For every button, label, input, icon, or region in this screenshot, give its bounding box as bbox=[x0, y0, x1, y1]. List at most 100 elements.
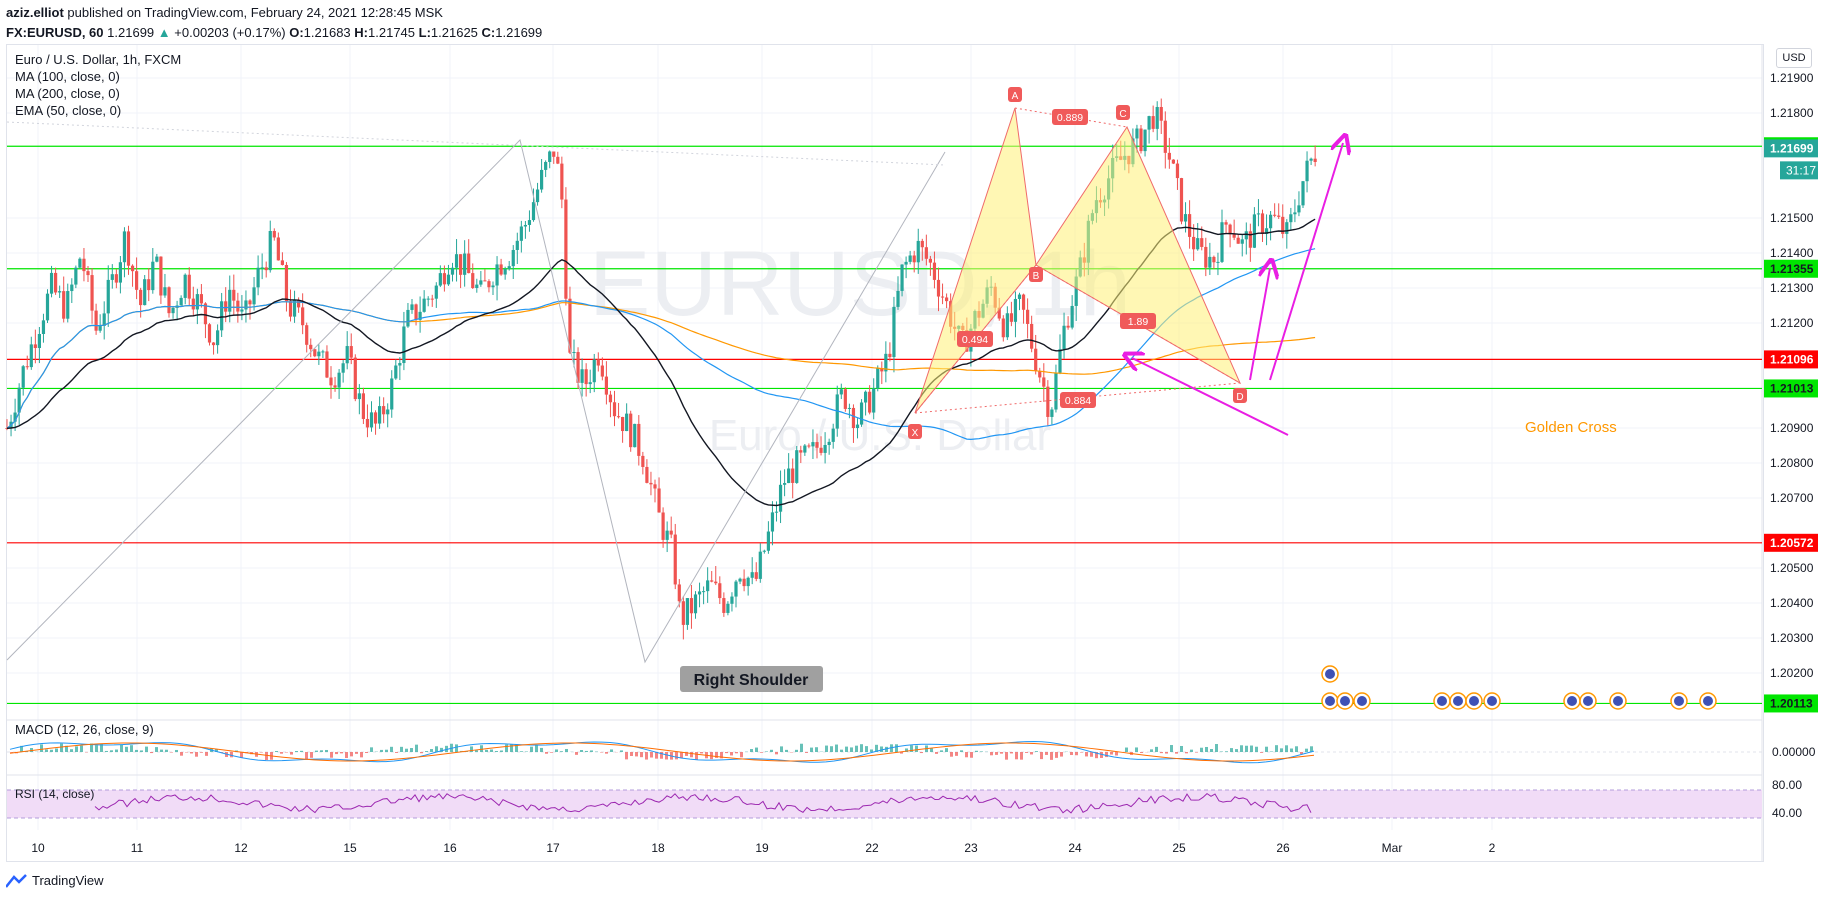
macd-histogram-bar bbox=[1200, 747, 1203, 752]
candle-body bbox=[1232, 234, 1236, 238]
candle-body bbox=[459, 254, 463, 275]
candle-body bbox=[1252, 214, 1256, 248]
candle-body bbox=[839, 389, 843, 395]
high-label: H: bbox=[354, 25, 369, 40]
macd-histogram-bar bbox=[140, 750, 143, 752]
time-tick-label: 18 bbox=[651, 841, 665, 855]
candle-body bbox=[519, 226, 523, 241]
candle-body bbox=[1070, 305, 1074, 328]
macd-histogram-bar bbox=[880, 746, 883, 752]
legend-ema50[interactable]: EMA (50, close, 0) bbox=[15, 103, 122, 118]
candle-body bbox=[244, 300, 248, 310]
candle-body bbox=[321, 351, 325, 353]
candle-body bbox=[143, 279, 147, 306]
macd-histogram-bar bbox=[760, 752, 763, 753]
rsi-pane: RSI (14, close) bbox=[7, 787, 1762, 819]
price-level-tag bbox=[1764, 694, 1818, 713]
candle-body bbox=[884, 353, 888, 372]
macd-histogram-bar bbox=[660, 752, 663, 759]
candle-body bbox=[1228, 224, 1232, 235]
time-tick-label: 16 bbox=[443, 841, 457, 855]
macd-histogram-bar bbox=[490, 749, 493, 752]
candle-body bbox=[1062, 325, 1066, 350]
candle-body bbox=[726, 603, 730, 613]
macd-histogram-bar bbox=[385, 749, 388, 752]
candle-body bbox=[179, 297, 183, 306]
low-label: L: bbox=[418, 25, 431, 40]
macd-histogram-bar bbox=[605, 752, 608, 754]
candle-body bbox=[272, 230, 276, 238]
currency-button[interactable]: USD bbox=[1776, 48, 1812, 68]
candle-body bbox=[495, 264, 499, 286]
price-tick-label: 1.21200 bbox=[1770, 316, 1814, 330]
candle-body bbox=[29, 344, 33, 368]
candle-body bbox=[697, 591, 702, 595]
chart-frame[interactable] bbox=[6, 44, 1764, 862]
macd-histogram-bar bbox=[520, 751, 523, 752]
candle-body bbox=[163, 287, 167, 296]
candle-body bbox=[576, 352, 580, 383]
macd-histogram-bar bbox=[1025, 752, 1028, 753]
macd-histogram-bar bbox=[275, 751, 278, 752]
price-tick-label: 1.20700 bbox=[1770, 491, 1814, 505]
candle-body bbox=[378, 406, 382, 424]
candle-body bbox=[102, 313, 106, 326]
macd-histogram-bar bbox=[850, 747, 853, 752]
candle-body bbox=[742, 578, 746, 587]
macd-histogram-bar bbox=[620, 750, 623, 752]
candle-body bbox=[1248, 231, 1252, 248]
pattern-point-badge bbox=[1116, 105, 1130, 120]
macd-histogram-bar bbox=[1175, 752, 1178, 754]
macd-histogram-bar bbox=[50, 749, 53, 752]
macd-histogram-bar bbox=[640, 752, 643, 758]
candle-body bbox=[49, 272, 54, 294]
macd-histogram-bar bbox=[830, 746, 833, 752]
macd-histogram-bar bbox=[130, 745, 133, 752]
macd-histogram-bar bbox=[305, 752, 308, 760]
ohlc-line: FX:EURUSD, 60 1.21699 ▲ +0.00203 (+0.17%… bbox=[6, 23, 542, 43]
macd-histogram-bar bbox=[755, 747, 758, 752]
price-level-tag-label: 1.20572 bbox=[1770, 536, 1814, 550]
open-label: O: bbox=[289, 25, 304, 40]
macd-histogram-bar bbox=[930, 748, 933, 752]
macd-histogram-bar bbox=[55, 748, 58, 752]
candle-body bbox=[139, 289, 143, 306]
macd-histogram-bar bbox=[470, 746, 473, 752]
legend-ma200[interactable]: MA (200, close, 0) bbox=[15, 86, 120, 101]
event-flag-icon-inner bbox=[1469, 696, 1479, 706]
macd-histogram-bar bbox=[80, 745, 83, 752]
macd-histogram-bar bbox=[1210, 748, 1213, 752]
time-tick-label: 17 bbox=[546, 841, 560, 855]
candle-body bbox=[604, 376, 608, 395]
candle-body bbox=[313, 349, 317, 357]
low-value: 1.21625 bbox=[430, 25, 478, 40]
candle-body bbox=[406, 309, 410, 327]
legend-title: Euro / U.S. Dollar, 1h, FXCM bbox=[15, 52, 182, 67]
candle-body bbox=[548, 151, 552, 162]
candle-body bbox=[155, 256, 159, 262]
candle-body bbox=[916, 240, 920, 263]
candle-body bbox=[1204, 246, 1208, 268]
candle-body bbox=[475, 284, 479, 288]
harmonic-pattern: X A B C D 0.889 0.494 1.89 0.884 bbox=[908, 87, 1247, 439]
candle-body bbox=[928, 258, 932, 263]
candle-body bbox=[831, 428, 835, 442]
candle-body bbox=[1244, 231, 1248, 240]
macd-histogram-bar bbox=[585, 750, 588, 752]
ratio-label: 0.889 bbox=[1057, 112, 1083, 124]
macd-histogram-bar bbox=[1165, 752, 1168, 754]
macd-histogram-bar bbox=[690, 752, 693, 758]
neckline-dotted bbox=[6, 121, 946, 166]
legend-ma100[interactable]: MA (100, close, 0) bbox=[15, 69, 120, 84]
macd-histogram-bar bbox=[685, 752, 688, 756]
macd-histogram-bar bbox=[1075, 752, 1078, 756]
candle-body bbox=[1171, 159, 1175, 164]
price-level-tag-label: 1.21096 bbox=[1770, 352, 1814, 366]
candle-body bbox=[945, 297, 949, 302]
candle-body bbox=[207, 324, 212, 343]
candle-body bbox=[499, 264, 503, 275]
tradingview-brand[interactable]: TradingView bbox=[32, 873, 104, 888]
macd-histogram-bar bbox=[145, 746, 148, 752]
author-name[interactable]: aziz.elliot bbox=[6, 5, 64, 20]
